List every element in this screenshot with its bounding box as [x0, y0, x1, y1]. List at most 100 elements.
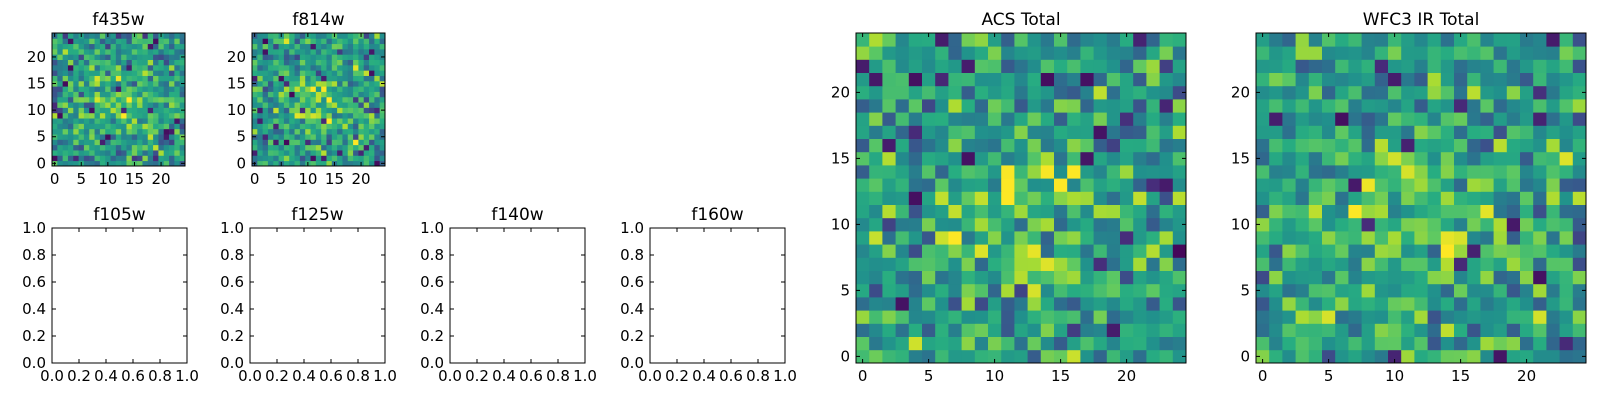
heatmap-cell [1295, 310, 1310, 324]
heatmap-cell [137, 70, 143, 76]
heatmap-cell [1001, 165, 1015, 179]
heatmap-cell [174, 123, 181, 130]
heatmap-cell [1080, 257, 1094, 271]
heatmap-cell [1146, 178, 1160, 192]
heatmap-cell [935, 323, 949, 337]
heatmap-cell [142, 64, 149, 71]
heatmap-cell [1427, 112, 1442, 126]
heatmap-cell [289, 139, 295, 146]
heatmap-cell [358, 43, 365, 50]
heatmap-cell [1440, 349, 1455, 364]
heatmap-cell [1361, 191, 1376, 205]
heatmap-cell [267, 128, 274, 135]
heatmap-cell [922, 283, 936, 298]
heatmap-cell [158, 150, 165, 156]
heatmap-cell [110, 64, 117, 71]
heatmap-cell [105, 102, 111, 108]
y-tick-label: 0.6 [420, 273, 444, 291]
heatmap-cell [121, 80, 127, 87]
heatmap-cell [908, 217, 923, 232]
heatmap-cell [273, 48, 279, 55]
heatmap-cell [62, 70, 69, 76]
heatmap-cell [342, 96, 349, 103]
heatmap-cell [1467, 231, 1481, 245]
heatmap-cell [315, 48, 322, 55]
heatmap-cell [1067, 59, 1081, 73]
heatmap-cell [1520, 217, 1534, 232]
heatmap-cell [1146, 257, 1160, 271]
heatmap-cell [1133, 59, 1147, 73]
heatmap-cell [1520, 310, 1534, 324]
heatmap-cell [252, 70, 258, 76]
heatmap-cell [1361, 59, 1376, 73]
heatmap-cell [1120, 244, 1134, 258]
heatmap-cell [1467, 283, 1481, 298]
heatmap-cell [294, 139, 301, 146]
heatmap-cell [273, 150, 279, 156]
heatmap-cell [153, 134, 159, 140]
y-tick-label: 20 [27, 48, 46, 66]
heatmap-cell [163, 80, 170, 87]
heatmap-cell [1427, 125, 1442, 139]
heatmap-cell [110, 33, 117, 39]
heatmap-cell [83, 102, 90, 108]
heatmap-cell [1172, 204, 1187, 219]
heatmap-cell [299, 75, 306, 82]
heatmap-cell [1414, 33, 1428, 47]
heatmap-cell [57, 48, 64, 55]
heatmap-cell [374, 155, 381, 162]
heatmap-cell [1067, 217, 1081, 232]
heatmap-cell [895, 323, 910, 337]
heatmap-cell [121, 123, 127, 130]
heatmap-cell [1533, 151, 1547, 166]
heatmap-cell [988, 244, 1002, 258]
heatmap-cell [856, 204, 870, 219]
heatmap-cell [948, 191, 962, 205]
heatmap-cell [369, 155, 375, 162]
heatmap-cell [1308, 85, 1323, 100]
heatmap-cell [1401, 204, 1415, 219]
heatmap-cell [1427, 151, 1442, 166]
y-tick-label: 0.0 [420, 354, 444, 372]
heatmap-cell [267, 112, 274, 119]
heatmap-cell [1282, 178, 1296, 192]
heatmap-cell [1093, 46, 1108, 60]
heatmap-cell [78, 107, 85, 114]
heatmap-cell [353, 118, 359, 124]
heatmap-cell [1133, 85, 1147, 100]
heatmap-cell [278, 112, 285, 119]
heatmap-cell [147, 96, 154, 103]
heatmap-cell [1322, 85, 1336, 100]
heatmap-cell [105, 134, 111, 140]
heatmap-cell [1080, 217, 1094, 232]
heatmap-cell [73, 38, 79, 45]
heatmap-cell [1120, 191, 1134, 205]
heatmap-cell [283, 134, 290, 140]
heatmap-cell [1374, 72, 1389, 87]
heatmap-cell [283, 91, 290, 98]
heatmap-cell [331, 48, 338, 55]
heatmap-cell [131, 91, 138, 98]
heatmap-cell [67, 86, 74, 92]
heatmap-cell [67, 96, 74, 103]
heatmap-cell [110, 96, 117, 103]
heatmap-cell [131, 128, 138, 135]
heatmap-cell [895, 283, 910, 298]
heatmap-cell [961, 349, 976, 364]
heatmap-cell [273, 43, 279, 50]
heatmap-cell [115, 80, 122, 87]
heatmap-cell [1054, 336, 1068, 351]
heatmap-cell [1440, 85, 1455, 100]
heatmap-cell [1520, 85, 1534, 100]
y-tick-label: 10 [831, 215, 850, 233]
heatmap-cell [1572, 85, 1587, 100]
heatmap-cell [1172, 46, 1187, 60]
heatmap-cell [1282, 310, 1296, 324]
heatmap-cell [379, 70, 386, 76]
heatmap-cell [1493, 270, 1508, 285]
heatmap-cell [1401, 151, 1415, 166]
axes-frame [249, 227, 386, 364]
heatmap-cell [1120, 204, 1134, 219]
heatmap-cell [1414, 85, 1428, 100]
heatmap-cell [1401, 72, 1415, 87]
